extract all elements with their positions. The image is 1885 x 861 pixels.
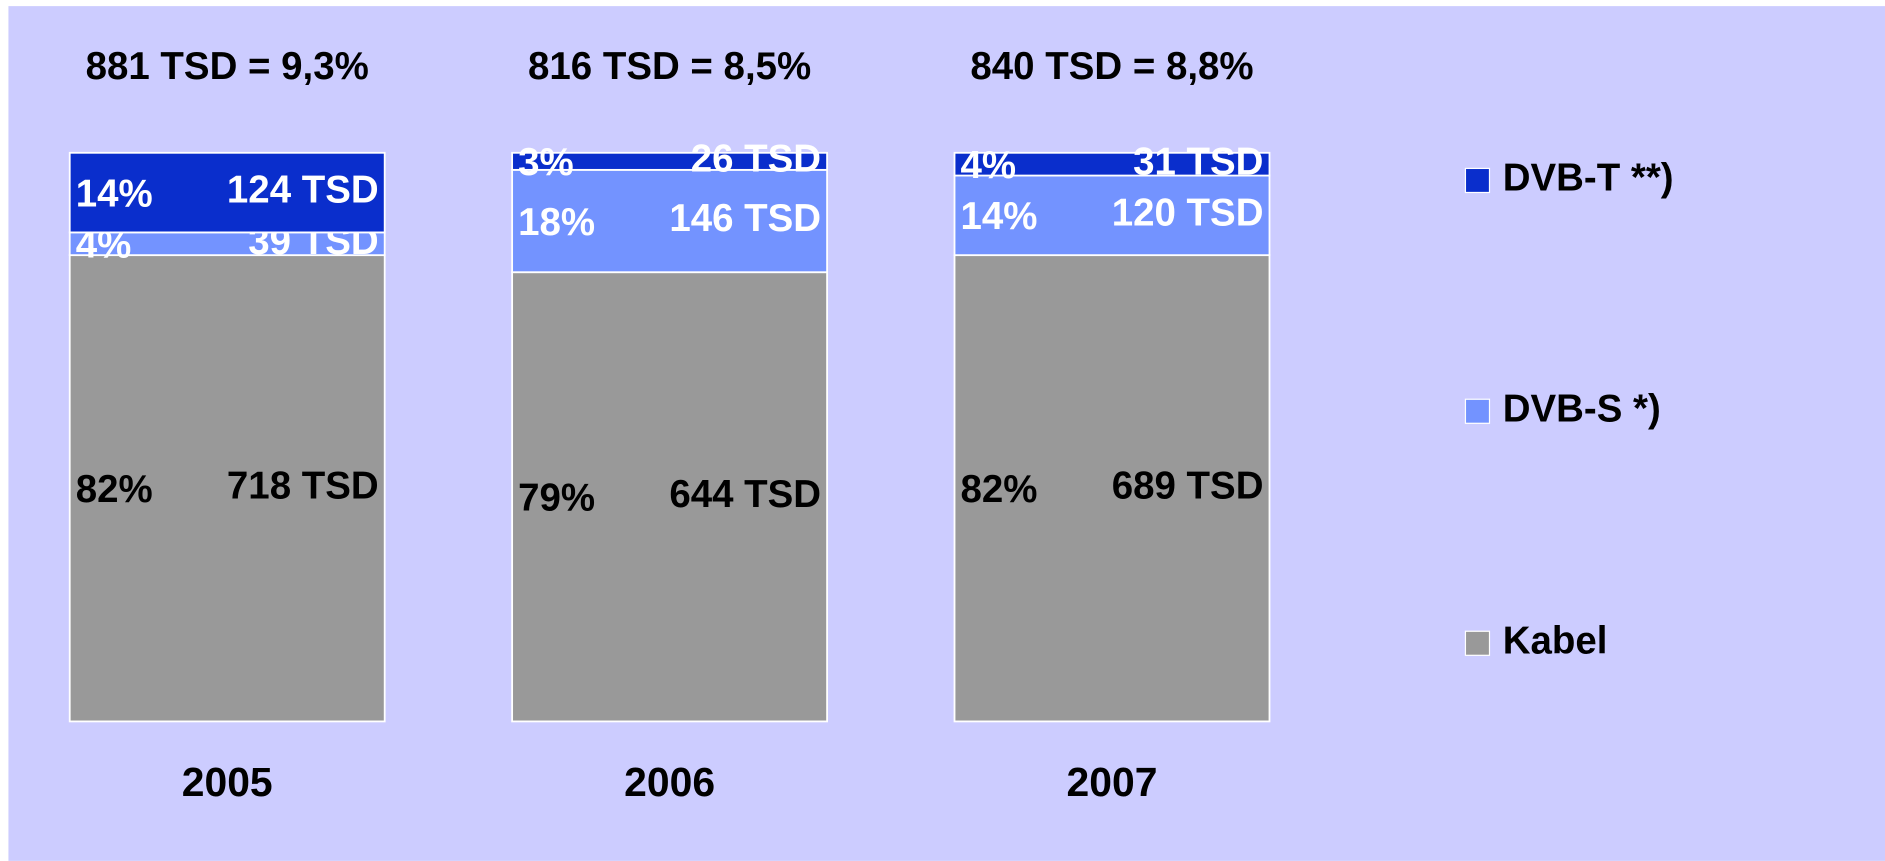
count-label: 124 TSD xyxy=(227,169,379,212)
count-label: 689 TSD xyxy=(1112,464,1264,507)
x-tick-label: 2006 xyxy=(624,759,715,805)
count-label: 26 TSD xyxy=(691,137,821,180)
count-label: 31 TSD xyxy=(1133,140,1263,183)
count-label: 644 TSD xyxy=(669,473,821,516)
value-label: 82% xyxy=(76,468,153,511)
legend-label: DVB-T **) xyxy=(1503,157,1674,200)
value-label: 3% xyxy=(518,141,574,184)
bar-segment xyxy=(68,151,386,234)
bar-segment xyxy=(953,151,1271,177)
value-label: 18% xyxy=(518,201,595,244)
value-label: 14% xyxy=(961,195,1038,238)
value-label: 4% xyxy=(961,144,1017,187)
bar-segment xyxy=(953,254,1271,723)
value-label: 82% xyxy=(961,468,1038,511)
count-label: 146 TSD xyxy=(669,197,821,240)
x-tick-label: 2007 xyxy=(1067,759,1158,805)
bar-segment xyxy=(953,174,1271,257)
count-label: 718 TSD xyxy=(227,464,379,507)
total-label: 881 TSD = 9,3% xyxy=(86,45,369,88)
value-label: 14% xyxy=(76,172,153,215)
value-label: 79% xyxy=(518,477,595,520)
legend-label: DVB-S *) xyxy=(1503,387,1661,430)
legend-swatch xyxy=(1464,398,1491,424)
total-label: 816 TSD = 8,5% xyxy=(528,45,811,88)
bar-segment xyxy=(511,151,828,171)
x-tick-label: 2005 xyxy=(182,759,273,805)
count-label: 120 TSD xyxy=(1112,192,1264,235)
total-label: 840 TSD = 8,8% xyxy=(970,45,1253,88)
legend-swatch xyxy=(1464,630,1491,656)
bar-segment xyxy=(68,254,386,723)
legend-label: Kabel xyxy=(1503,619,1608,662)
legend-swatch xyxy=(1464,167,1491,194)
